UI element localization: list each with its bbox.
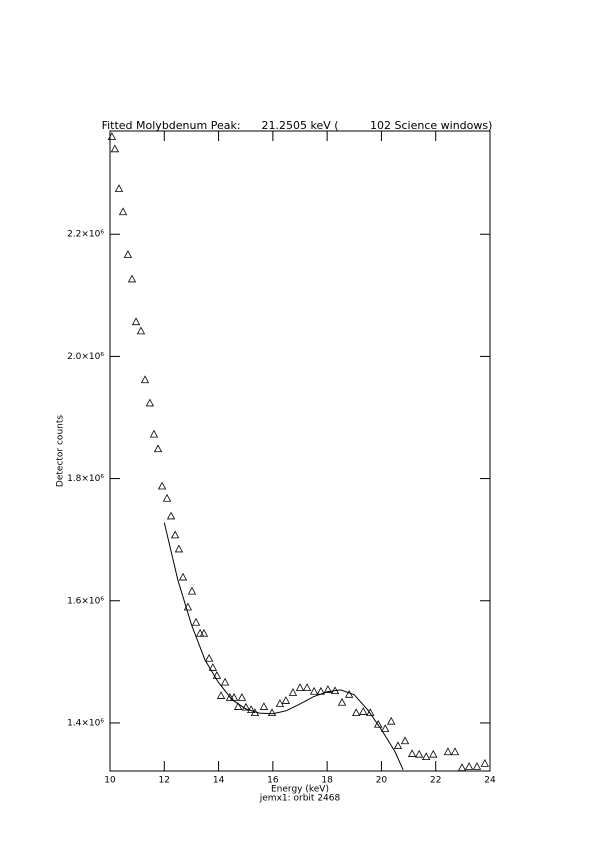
data-point (145, 398, 155, 407)
data-point (281, 696, 291, 704)
chart-title: Fitted Molybdenum Peak: 21.2505 keV ( 10… (102, 119, 493, 132)
data-point (162, 493, 172, 502)
fit-line (163, 522, 404, 771)
data-point (246, 705, 256, 713)
data-point (323, 685, 333, 693)
data-point (259, 702, 269, 710)
x-tick-label: 16 (267, 776, 279, 786)
data-point (374, 719, 383, 728)
data-point (381, 724, 390, 732)
data-point (208, 663, 218, 671)
x-axis-label: Energy (keV) (271, 785, 329, 795)
data-point (140, 375, 150, 384)
x-tick-label: 14 (213, 776, 225, 786)
data-point (359, 707, 368, 715)
data-point (309, 686, 319, 695)
data-point (288, 688, 298, 696)
data-point (400, 736, 410, 745)
data-point (233, 702, 243, 710)
subtitle: jemx1: orbit 2468 (259, 794, 341, 804)
data-point (149, 429, 159, 438)
x-tick-label: 22 (430, 776, 441, 786)
x-tick-label: 24 (484, 776, 496, 786)
data-point (178, 572, 188, 581)
data-point (429, 749, 438, 758)
y-tick-label: 1.8×10⁶ (67, 474, 104, 484)
data-point (153, 444, 163, 453)
data-point (229, 693, 239, 701)
x-tick-label: 10 (104, 776, 116, 786)
data-point (157, 481, 167, 490)
data-point (407, 749, 417, 757)
data-point (295, 683, 305, 692)
y-axis-label: Detector counts (56, 415, 66, 487)
data-point (422, 752, 431, 761)
data-point (275, 699, 285, 707)
data-point (220, 677, 230, 686)
data-point (174, 544, 184, 553)
data-point (131, 317, 141, 326)
data-point (114, 184, 124, 192)
data-point (166, 511, 176, 520)
data-point (241, 702, 251, 711)
data-point (352, 708, 361, 717)
data-point (127, 274, 137, 283)
data-point (118, 207, 128, 216)
plot-frame (109, 130, 491, 772)
data-point (225, 693, 235, 701)
data-point (387, 716, 396, 725)
data-point (302, 683, 312, 692)
data-point (337, 697, 347, 706)
data-point (191, 617, 201, 626)
data-point (237, 693, 247, 701)
y-tick-label: 2.2×10⁶ (67, 230, 104, 240)
x-tick-label: 18 (321, 776, 333, 786)
data-point (366, 708, 375, 717)
data-point (212, 671, 222, 679)
data-point (199, 628, 209, 637)
data-point (170, 530, 180, 539)
y-tick-label: 1.6×10⁶ (67, 596, 104, 606)
data-point (267, 708, 277, 717)
data-point (187, 586, 197, 595)
data-point (450, 747, 460, 756)
data-point (107, 132, 117, 141)
data-point (472, 762, 482, 770)
data-point (414, 749, 424, 758)
x-tick-label: 12 (159, 776, 170, 786)
data-point (464, 762, 474, 770)
data-point (204, 653, 214, 662)
data-point (443, 747, 453, 756)
data-point (393, 741, 403, 750)
data-point (123, 250, 133, 258)
data-point (480, 759, 490, 767)
data-point (136, 326, 146, 335)
y-tick-label: 2.0×10⁶ (67, 352, 104, 362)
data-point (110, 144, 120, 153)
data-point (457, 763, 467, 772)
data-point (216, 691, 226, 699)
y-tick-label: 1.4×10⁶ (67, 718, 104, 728)
x-tick-label: 20 (376, 776, 388, 786)
